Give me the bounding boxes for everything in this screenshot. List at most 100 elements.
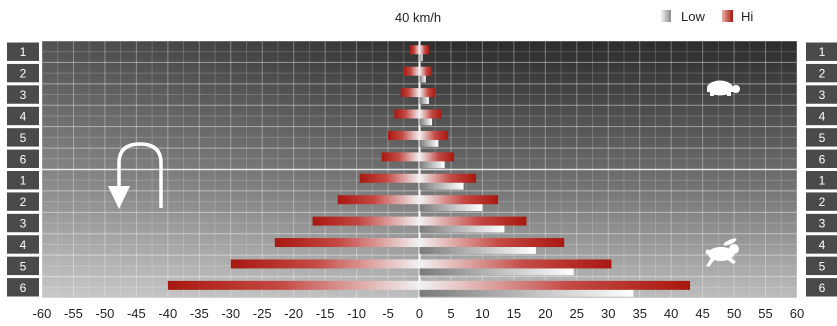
gear-label-left: 5: [20, 259, 27, 273]
gear-label-right-box: [806, 42, 837, 61]
left-gear-labels: 1 2 3 4 5 6 1 2 3 4 5 6: [7, 42, 39, 297]
bar-low: [419, 52, 423, 62]
gear-label-left-box: [7, 128, 39, 147]
gear-label-right-box: [806, 256, 837, 276]
gear-label-left: 1: [20, 45, 27, 59]
gear-label-right-box: [806, 192, 837, 211]
gear-label-right-box: [806, 235, 837, 254]
gear-label-left: 4: [20, 238, 27, 252]
x-tick-label: 40: [664, 306, 678, 321]
x-tick-label: -25: [253, 306, 272, 321]
x-axis-tick-labels: -60 -55 -50 -45 -40 -35 -30 -25 -20 -15 -10 -5 0 5 10 1…: [33, 306, 805, 321]
x-tick-label: 35: [632, 306, 646, 321]
turtle-icon: [707, 80, 740, 96]
bar-hi-forward: [419, 130, 448, 140]
x-tick-label: -5: [382, 306, 394, 321]
bar-hi-forward: [419, 173, 477, 183]
bar-hi-forward: [419, 109, 442, 119]
gear-label-right: 4: [819, 238, 826, 252]
gear-label-right-box: [806, 85, 837, 104]
bar-low: [419, 202, 483, 212]
x-tick-label: -30: [221, 306, 240, 321]
gear-label-right: 6: [819, 152, 826, 166]
bar-hi-forward: [419, 280, 691, 290]
bar-hi-reverse: [400, 88, 420, 98]
gear-label-left-box: [7, 256, 39, 276]
x-tick-label: -35: [190, 306, 209, 321]
x-tick-label: 55: [758, 306, 772, 321]
gear-label-left-box: [7, 171, 39, 190]
gear-label-left-box: [7, 63, 39, 83]
legend-low-label: Low: [681, 9, 705, 24]
gear-label-right: 1: [819, 45, 826, 59]
gear-label-right: 1: [819, 174, 826, 188]
legend: Low Hi: [660, 9, 753, 24]
gear-label-right-box: [806, 171, 837, 190]
gear-label-left: 3: [20, 88, 27, 102]
bar-hi-reverse: [381, 152, 420, 162]
gear-label-left: 6: [20, 152, 27, 166]
gear-label-right-box: [806, 278, 837, 297]
bar-hi-reverse: [394, 109, 420, 119]
x-tick-label: -60: [33, 306, 52, 321]
x-tick-label: 20: [538, 306, 552, 321]
gear-label-right-box: [806, 128, 837, 147]
x-tick-label: 25: [570, 306, 584, 321]
x-tick-label: 50: [727, 306, 741, 321]
bar-hi-reverse: [274, 238, 420, 248]
gear-label-left-box: [7, 235, 39, 254]
gear-label-right: 3: [819, 88, 826, 102]
bar-low: [419, 116, 433, 126]
gear-label-right: 3: [819, 217, 826, 231]
bar-hi-forward: [419, 195, 499, 205]
bar-hi-reverse: [230, 259, 420, 269]
gear-label-left-box: [7, 192, 39, 211]
gear-label-left-box: [7, 149, 39, 168]
gear-label-left-box: [7, 42, 39, 61]
gear-label-right: 6: [819, 281, 826, 295]
x-tick-label: 10: [475, 306, 489, 321]
bars: [167, 45, 691, 297]
chart-title: 40 km/h: [395, 10, 441, 25]
bar-hi-forward: [419, 45, 429, 55]
gear-label-right-box: [806, 106, 837, 126]
bar-hi-forward: [419, 259, 612, 269]
gear-label-left-box: [7, 213, 39, 233]
legend-hi-label: Hi: [741, 9, 753, 24]
right-gear-labels: 1 2 3 4 5 6 1 2 3 4 5 6: [806, 42, 837, 297]
x-tick-label: -20: [284, 306, 303, 321]
bar-hi-reverse: [167, 280, 420, 290]
bar-hi-forward: [419, 216, 527, 226]
legend-hi-swatch: [722, 10, 733, 22]
gear-label-right: 5: [819, 259, 826, 273]
bar-hi-forward: [419, 66, 433, 76]
bar-hi-reverse: [410, 45, 420, 55]
bar-low: [419, 180, 464, 190]
gear-label-right-box: [806, 63, 837, 83]
gear-label-left-box: [7, 106, 39, 126]
bar-hi-forward: [419, 88, 436, 98]
legend-low-swatch: [660, 10, 671, 22]
gear-label-left: 3: [20, 217, 27, 231]
gear-label-right-box: [806, 149, 837, 168]
bar-low: [419, 73, 426, 83]
bar-low: [419, 287, 634, 297]
x-tick-label: -10: [347, 306, 366, 321]
bar-low: [419, 266, 574, 276]
gear-label-right: 2: [819, 67, 826, 81]
bar-hi-reverse: [337, 195, 420, 205]
x-tick-label: 0: [416, 306, 423, 321]
x-tick-label: 60: [790, 306, 804, 321]
bar-low: [419, 159, 445, 169]
x-tick-label: -45: [127, 306, 146, 321]
gear-label-left-box: [7, 85, 39, 104]
bar-low: [419, 137, 439, 147]
gear-label-left: 2: [20, 67, 27, 81]
gear-label-left: 6: [20, 281, 27, 295]
hare-icon: [705, 238, 739, 267]
x-tick-label: -15: [316, 306, 335, 321]
gear-label-left: 4: [20, 109, 27, 123]
gear-label-right: 5: [819, 131, 826, 145]
gear-label-left: 1: [20, 174, 27, 188]
